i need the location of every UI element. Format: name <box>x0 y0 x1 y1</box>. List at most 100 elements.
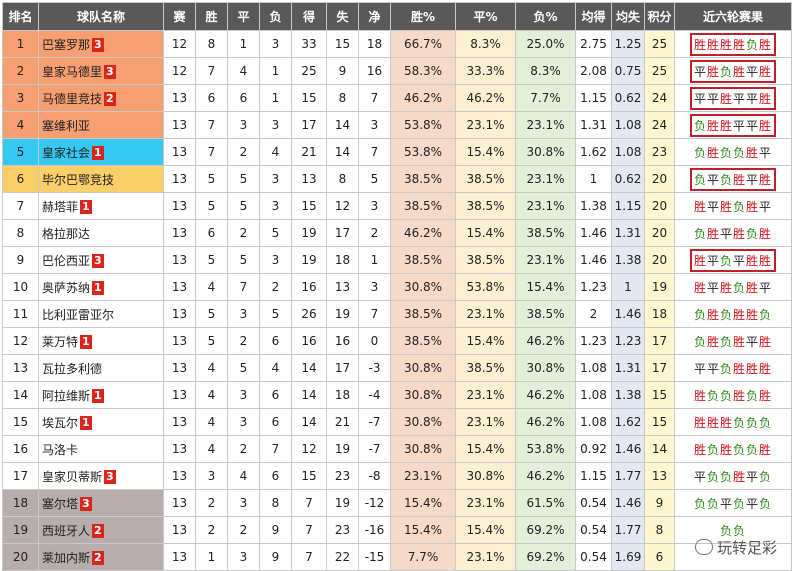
result-mark: 负 <box>759 307 773 322</box>
result-mark: 负 <box>719 253 733 268</box>
result-mark: 胜 <box>759 253 773 268</box>
column-header: 均得 <box>575 2 612 31</box>
wins-cell: 1 <box>195 543 228 571</box>
recent-results: 平平负胜胜胜 <box>694 362 772 376</box>
result-mark: 负 <box>719 361 733 376</box>
result-mark: 负 <box>733 199 747 214</box>
column-header: 球队名称 <box>38 2 164 31</box>
column-header: 近六轮赛果 <box>674 2 792 31</box>
draw-pct-cell: 15.4% <box>455 435 516 463</box>
recent-results: 胜胜胜负负负 <box>694 416 772 430</box>
rank-cell: 15 <box>2 408 39 436</box>
table-row: 9 巴伦西亚 3 13 5 5 3 19 18 1 38.5% 38.5% 23.1% 1.46 1.38 2… <box>2 246 792 274</box>
points-cell: 23 <box>644 138 675 166</box>
played-cell: 13 <box>163 543 196 571</box>
losses-cell: 1 <box>259 84 292 112</box>
table-row: 13 瓦拉多利德 13 4 5 4 14 17 -3 30.8% 38.5% 30.8% 1.08 1.3… <box>2 354 792 382</box>
goal-diff-cell: 3 <box>358 192 391 220</box>
table-row: 3 马德里竞技 2 13 6 6 1 15 8 7 46.2% 46.2% 7.7% 1.15 0.62 24… <box>2 84 792 112</box>
win-pct-cell: 66.7% <box>390 30 456 58</box>
losses-cell: 6 <box>259 381 292 409</box>
draw-pct-cell: 53.8% <box>455 273 516 301</box>
wins-cell: 5 <box>195 192 228 220</box>
played-cell: 13 <box>163 381 196 409</box>
result-mark: 胜 <box>733 64 747 79</box>
played-cell: 13 <box>163 462 196 490</box>
recent-results: 负胜负胜胜负 <box>694 308 772 322</box>
result-mark: 胜 <box>719 37 733 52</box>
wins-cell: 5 <box>195 327 228 355</box>
table-row: 8 格拉那达 13 6 2 5 19 17 2 46.2% 15.4% 38.5% 1.46 1.31 20… <box>2 219 792 247</box>
result-mark: 平 <box>759 280 773 295</box>
recent-results-cell: 负胜负负胜平 <box>674 138 792 166</box>
wins-cell: 7 <box>195 138 228 166</box>
goals-for-cell: 25 <box>291 57 327 85</box>
avg-against-cell: 1.08 <box>611 138 645 166</box>
table-body: 1 巴塞罗那 3 12 8 1 3 33 15 18 66.7% 8.3% 25.0% 2.75 1.25 2… <box>2 30 792 571</box>
avg-for-cell: 1.15 <box>575 462 612 490</box>
points-cell: 25 <box>644 30 675 58</box>
played-cell: 13 <box>163 84 196 112</box>
avg-against-cell: 1.08 <box>611 111 645 139</box>
team-cell: 皇家贝蒂斯 3 <box>38 462 164 490</box>
result-mark: 胜 <box>746 361 760 376</box>
team-cell: 塞维利亚 <box>38 111 164 139</box>
losses-cell: 3 <box>259 111 292 139</box>
goals-for-cell: 12 <box>291 435 327 463</box>
win-pct-cell: 38.5% <box>390 327 456 355</box>
result-mark: 胜 <box>693 388 707 403</box>
draws-cell: 4 <box>227 462 260 490</box>
status-badge: 3 <box>80 496 92 511</box>
result-mark: 胜 <box>759 37 773 52</box>
loss-pct-cell: 46.2% <box>515 408 576 436</box>
rank-cell: 9 <box>2 246 39 274</box>
goals-against-cell: 17 <box>326 219 359 247</box>
goals-against-cell: 23 <box>326 516 359 544</box>
avg-against-cell: 1.62 <box>611 408 645 436</box>
team-cell: 马德里竞技 2 <box>38 84 164 112</box>
recent-results-cell: 平负负胜平负 <box>674 462 792 490</box>
status-badge: 3 <box>104 64 116 79</box>
loss-pct-cell: 23.1% <box>515 111 576 139</box>
draw-pct-cell: 38.5% <box>455 354 516 382</box>
team-name: 格拉那达 <box>42 226 91 241</box>
goals-for-cell: 33 <box>291 30 327 58</box>
team-cell: 赫塔菲 1 <box>38 192 164 220</box>
played-cell: 13 <box>163 408 196 436</box>
goal-diff-cell: 0 <box>358 327 391 355</box>
points-cell: 20 <box>644 219 675 247</box>
draw-pct-cell: 46.2% <box>455 84 516 112</box>
goals-against-cell: 18 <box>326 246 359 274</box>
draw-pct-cell: 38.5% <box>455 246 516 274</box>
draw-pct-cell: 23.1% <box>455 489 516 517</box>
goals-against-cell: 19 <box>326 435 359 463</box>
table-row: 11 比利亚雷亚尔 13 5 3 5 26 19 7 38.5% 23.1% 38.5% 2 1.46 18… <box>2 300 792 328</box>
table-row: 15 埃瓦尔 1 13 4 3 6 14 21 -7 30.8% 23.1% 46.2% 1.08 1.62… <box>2 408 792 436</box>
win-pct-cell: 53.8% <box>390 138 456 166</box>
draw-pct-cell: 38.5% <box>455 192 516 220</box>
column-header: 负% <box>515 2 576 31</box>
result-mark: 负 <box>733 415 747 430</box>
result-mark: 胜 <box>733 172 747 187</box>
played-cell: 12 <box>163 57 196 85</box>
rank-cell: 10 <box>2 273 39 301</box>
losses-cell: 6 <box>259 408 292 436</box>
avg-against-cell: 1.46 <box>611 489 645 517</box>
avg-for-cell: 0.92 <box>575 435 612 463</box>
result-mark: 胜 <box>693 415 707 430</box>
win-pct-cell: 15.4% <box>390 489 456 517</box>
result-mark: 负 <box>693 118 707 133</box>
team-cell: 比利亚雷亚尔 <box>38 300 164 328</box>
result-mark: 胜 <box>719 442 733 457</box>
goal-diff-cell: -16 <box>358 516 391 544</box>
result-mark: 胜 <box>746 253 760 268</box>
avg-for-cell: 1.15 <box>575 84 612 112</box>
result-mark: 胜 <box>759 118 773 133</box>
rank-cell: 18 <box>2 489 39 517</box>
result-mark: 负 <box>719 334 733 349</box>
recent-results: 负胜胜平平胜 <box>689 113 777 137</box>
goals-for-cell: 16 <box>291 327 327 355</box>
result-mark: 平 <box>759 199 773 214</box>
rank-cell: 6 <box>2 165 39 193</box>
